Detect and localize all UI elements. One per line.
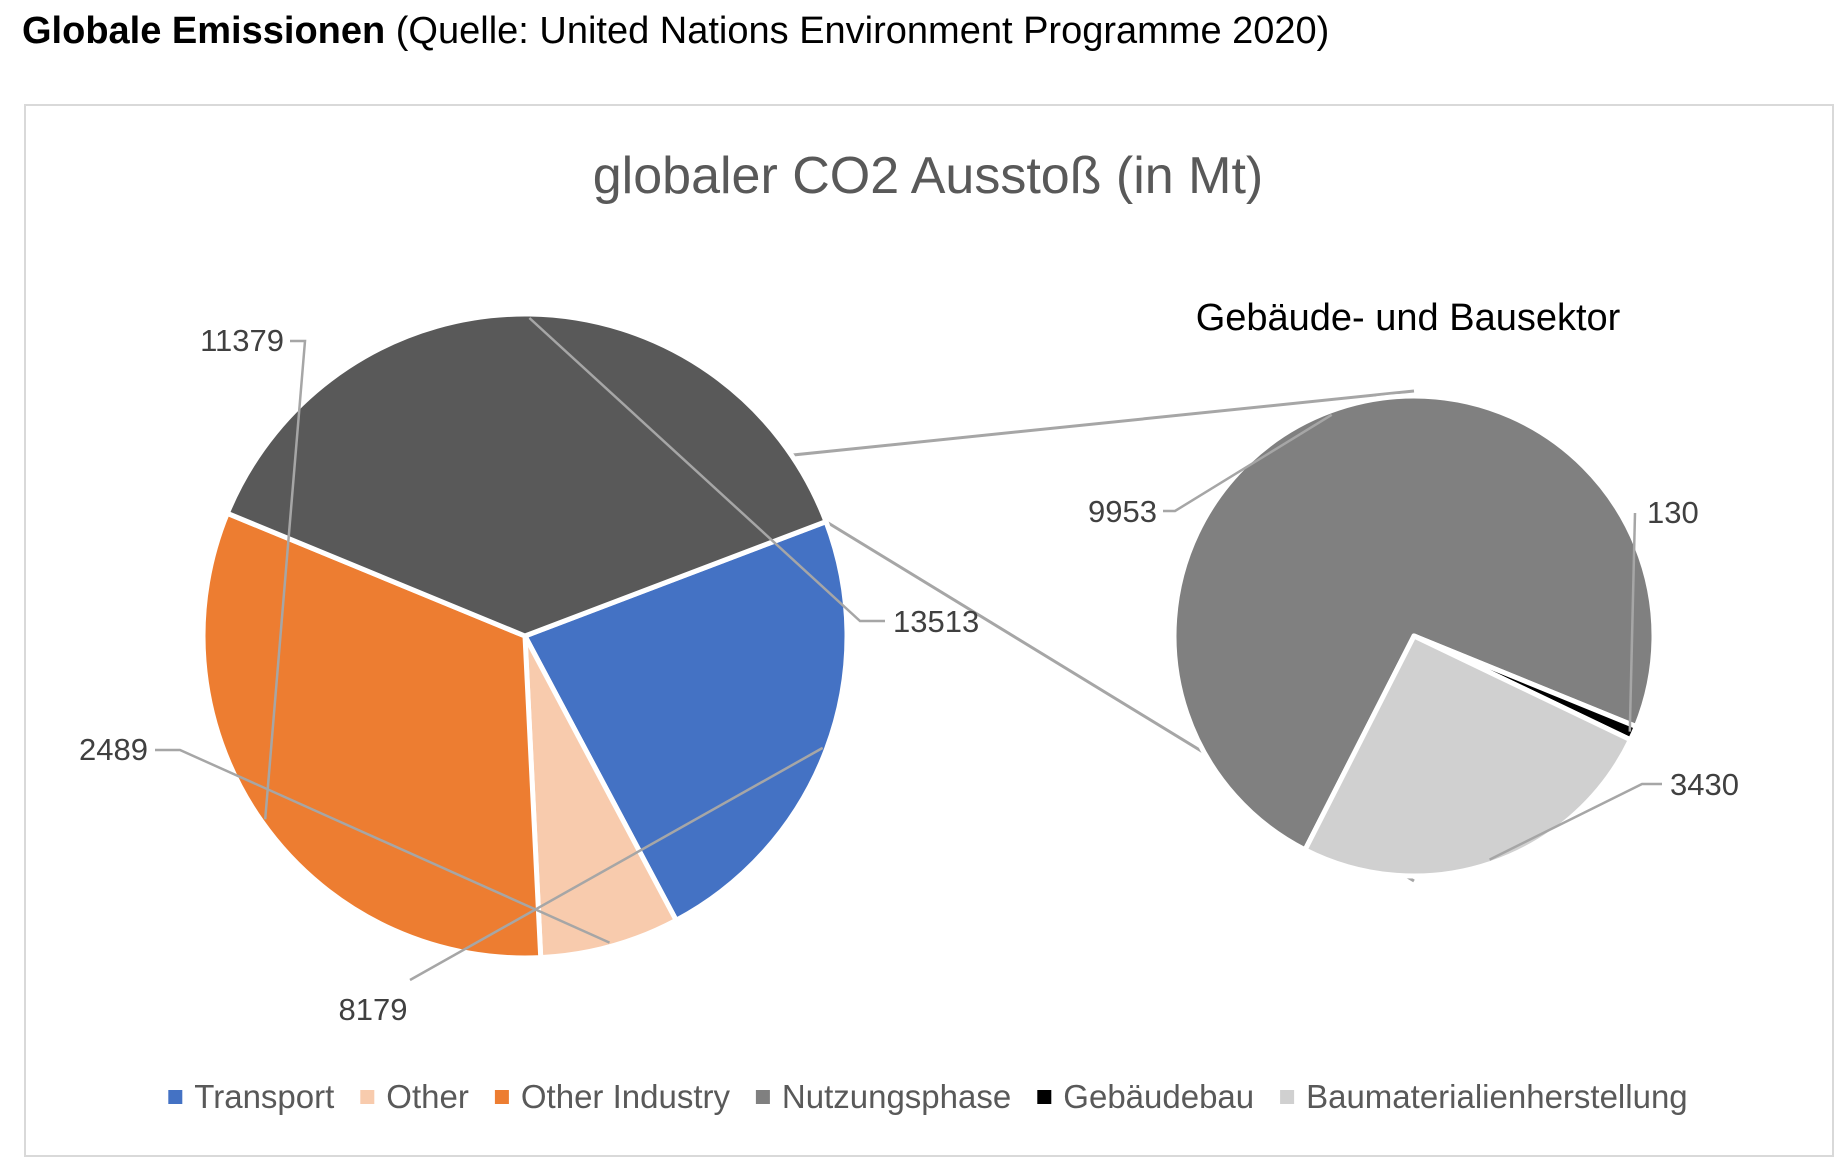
secondary-pie bbox=[1171, 393, 1657, 879]
legend-swatch-transport bbox=[168, 1090, 183, 1104]
legend-swatch-baumaterialienherstellung bbox=[1280, 1090, 1295, 1104]
primary-slice-other-industry bbox=[200, 510, 544, 961]
heading-bold: Globale Emissionen bbox=[22, 10, 386, 52]
data-label-other-industry-leader-line bbox=[263, 339, 307, 820]
data-label-transport: 8179 bbox=[339, 992, 408, 1027]
data-label-group-leader-line bbox=[528, 317, 885, 623]
data-label-other-leader-line bbox=[155, 748, 611, 944]
legend-swatch-nutzungsphase bbox=[755, 1090, 770, 1104]
secondary-slice-nutzungsphase bbox=[1171, 393, 1657, 853]
primary-slice-group-3 bbox=[224, 311, 829, 639]
data-labels: 8179 2489 11379 13513 9953 130 3430 bbox=[79, 317, 1739, 1027]
data-label-baumaterialienherstellung-leader-line bbox=[1489, 782, 1662, 861]
page-heading: Globale Emissionen (Quelle: United Natio… bbox=[22, 10, 1329, 53]
legend-swatch-other bbox=[360, 1090, 375, 1104]
legend-label-baumaterialienherstellung: Baumaterialienherstellung bbox=[1306, 1078, 1688, 1115]
data-label-transport-leader-line bbox=[409, 746, 824, 982]
secondary-slice-baumaterialienherstellung bbox=[1302, 633, 1633, 879]
legend-label-transport: Transport bbox=[194, 1078, 334, 1115]
primary-pie bbox=[200, 311, 850, 961]
legend-label-nutzungsphase: Nutzungsphase bbox=[782, 1078, 1011, 1115]
data-label-nutzungsphase-leader-line bbox=[1163, 413, 1333, 513]
primary-slice-other bbox=[522, 633, 679, 961]
data-label-group: 13513 bbox=[893, 604, 979, 639]
legend-label-geb-udebau: Gebäudebau bbox=[1063, 1078, 1254, 1115]
data-label-gebaeudebau: 130 bbox=[1647, 495, 1699, 530]
data-label-other-industry: 11379 bbox=[200, 323, 284, 358]
legend-swatch-other-industry bbox=[494, 1090, 509, 1104]
data-label-baumaterialienherstellung: 3430 bbox=[1670, 767, 1739, 802]
data-label-gebaeudebau-leader-line bbox=[1628, 512, 1637, 732]
legend-swatch-geb-udebau bbox=[1037, 1090, 1052, 1104]
legend: Transport Other Other Industry Nutzungsphas… bbox=[168, 1078, 1688, 1115]
legend-label-other-industry: Other Industry bbox=[521, 1078, 731, 1115]
data-label-other: 2489 bbox=[79, 732, 148, 767]
data-label-nutzungsphase: 9953 bbox=[1088, 494, 1157, 529]
secondary-chart-title: Gebäude- und Bausektor bbox=[1196, 297, 1621, 339]
legend-label-other: Other bbox=[386, 1078, 469, 1115]
chart-title: globaler CO2 Ausstoß (in Mt) bbox=[593, 147, 1263, 205]
primary-slice-transport bbox=[522, 519, 850, 923]
heading-source: (Quelle: United Nations Environment Prog… bbox=[395, 10, 1330, 52]
